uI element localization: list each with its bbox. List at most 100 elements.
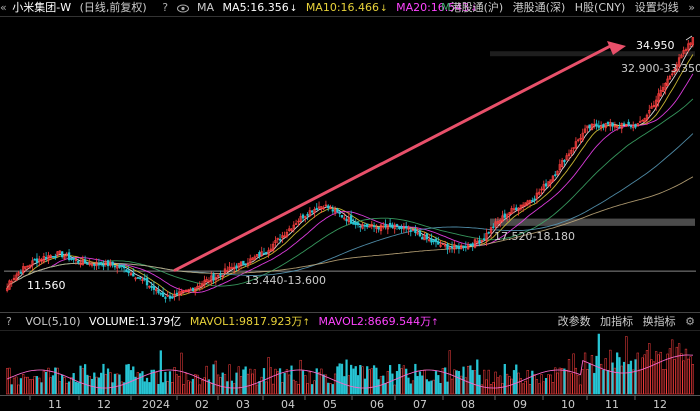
- candle-body: [104, 261, 107, 266]
- switch-indicator-button[interactable]: 换指标: [642, 315, 676, 328]
- candle-body: [285, 231, 289, 237]
- volume-bar: [338, 363, 341, 395]
- volume-value: VOLUME:1.379亿: [89, 315, 182, 328]
- volume-bar: [308, 371, 311, 395]
- x-tick-label: 11: [48, 398, 62, 411]
- period-label[interactable]: (日线,前复权): [79, 1, 147, 14]
- vol-label: VOL(5,10): [25, 315, 81, 328]
- volume-bar: [246, 373, 250, 395]
- candle-body: [677, 57, 681, 67]
- help-icon[interactable]: ?: [162, 1, 169, 14]
- x-tick-label: 11: [605, 398, 619, 411]
- volume-bar: [524, 380, 527, 395]
- candle-body: [122, 265, 126, 269]
- scroll-left-icon[interactable]: «: [0, 1, 7, 14]
- volume-bar: [182, 384, 185, 395]
- volume-bar: [675, 346, 678, 395]
- volume-bar: [563, 368, 566, 395]
- candle-body: [609, 121, 612, 127]
- candle-body: [177, 291, 181, 296]
- candle-body: [166, 294, 169, 297]
- gear-icon[interactable]: ⚙: [685, 315, 695, 328]
- volume-bar: [301, 370, 305, 395]
- volume-bar: [473, 370, 477, 395]
- candle-body: [317, 206, 321, 209]
- scroll-right-icon[interactable]: »: [688, 1, 695, 14]
- volume-bar: [139, 373, 142, 395]
- candle-body: [411, 229, 415, 231]
- volume-bar: [104, 373, 107, 395]
- candle-body: [207, 280, 211, 283]
- volume-bar: [12, 377, 16, 395]
- volume-bar: [485, 379, 488, 395]
- candle-body: [391, 224, 394, 228]
- candle-body: [370, 224, 373, 227]
- volume-bar: [375, 367, 378, 395]
- candle-body: [526, 200, 529, 205]
- candle-body: [175, 292, 179, 295]
- candle-body: [606, 121, 610, 125]
- candle-body: [645, 114, 649, 121]
- eye-icon[interactable]: [176, 0, 189, 16]
- candle-body: [343, 217, 346, 220]
- candle-body: [464, 246, 467, 248]
- add-indicator-button[interactable]: 加指标: [600, 315, 634, 328]
- volume-bar: [19, 378, 23, 395]
- candle-body: [579, 137, 582, 140]
- candle-body: [668, 75, 672, 80]
- high-marker: [685, 35, 693, 41]
- volume-bar: [391, 373, 394, 395]
- candle-body: [310, 210, 314, 213]
- candle-body: [515, 207, 518, 211]
- x-tick-label: 09: [513, 398, 527, 411]
- set-ma-button[interactable]: 设置均线: [634, 1, 679, 14]
- candle-body: [93, 263, 96, 266]
- candle-body: [375, 227, 378, 229]
- volume-bar: [212, 364, 215, 395]
- volume-bar: [625, 336, 628, 395]
- candle-body: [216, 275, 220, 277]
- candle-body: [388, 222, 392, 227]
- volume-bar: [457, 371, 461, 395]
- candle-body: [482, 238, 486, 240]
- volume-bar: [638, 369, 642, 395]
- candle-body: [499, 219, 502, 224]
- volume-bar: [33, 376, 36, 395]
- candle-body: [24, 266, 27, 269]
- volume-bar: [684, 348, 688, 395]
- candle-body: [86, 263, 89, 265]
- volume-bar: [200, 379, 204, 395]
- candle-body: [58, 250, 62, 254]
- volume-bar: [31, 379, 34, 395]
- x-tick-label: 08: [461, 398, 475, 411]
- volume-bar: [198, 384, 201, 395]
- candle-body: [288, 228, 291, 231]
- volume-bar: [622, 361, 626, 395]
- volume-bar: [471, 370, 474, 395]
- volume-bar: [136, 372, 139, 395]
- hshare-link[interactable]: H股(CNY): [574, 1, 626, 14]
- hk-connect-sz-link[interactable]: 港股通(深): [512, 1, 566, 14]
- candle-body: [407, 227, 410, 230]
- candle-body: [512, 208, 516, 211]
- x-tick-label: 12: [97, 398, 111, 411]
- candle-body: [620, 123, 623, 129]
- zone3-label: 13.440-13.600: [245, 274, 326, 287]
- volume-bar: [150, 369, 153, 395]
- candle-body: [586, 125, 589, 129]
- candle-body: [173, 293, 176, 297]
- candle-body: [492, 226, 495, 228]
- change-params-button[interactable]: 改参数: [557, 315, 591, 328]
- candle-body: [648, 110, 651, 114]
- volume-bar: [466, 365, 470, 395]
- hk-connect-sh-link[interactable]: 港股通(沪): [450, 1, 504, 14]
- candle-body: [687, 43, 690, 51]
- volume-bar: [556, 372, 559, 395]
- volume-bar: [570, 373, 573, 395]
- volume-bar: [54, 367, 57, 395]
- vol-help-icon[interactable]: ?: [6, 315, 12, 328]
- candle-body: [480, 240, 484, 242]
- volume-bar: [409, 383, 412, 395]
- stock-title[interactable]: 小米集团-W: [12, 1, 72, 14]
